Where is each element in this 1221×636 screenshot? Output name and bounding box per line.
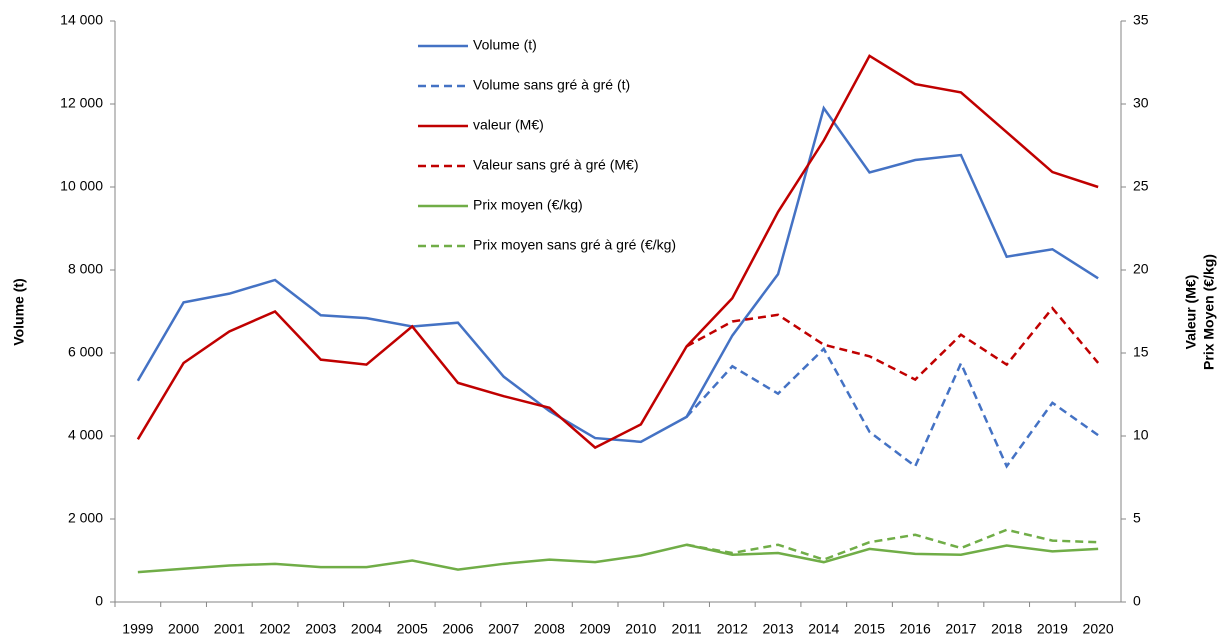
x-tick-label: 1999 [122,621,153,636]
x-tick-label: 2007 [488,621,519,636]
legend-label: Volume sans gré à gré (t) [473,77,630,93]
legend-label: valeur (M€) [473,117,544,133]
x-tick-label: 2008 [534,621,565,636]
legend-label: Prix moyen sans gré à gré (€/kg) [473,237,676,253]
legend-label: Valeur sans gré à gré (M€) [473,157,638,173]
legend-label: Prix moyen (€/kg) [473,197,583,213]
y2-tick-label: 0 [1133,593,1141,609]
x-tick-label: 2020 [1083,621,1114,636]
y-tick-label: 8 000 [68,261,103,277]
x-tick-label: 2010 [625,621,656,636]
x-tick-label: 2006 [442,621,473,636]
x-tick-label: 2018 [991,621,1022,636]
x-tick-label: 2013 [762,621,793,636]
y-tick-label: 0 [95,593,103,609]
x-tick-label: 2002 [259,621,290,636]
y-tick-label: 10 000 [60,178,103,194]
y-tick-label: 4 000 [68,427,103,443]
x-tick-label: 2019 [1037,621,1068,636]
x-tick-label: 2005 [397,621,428,636]
x-tick-label: 2001 [214,621,245,636]
y2-tick-label: 10 [1133,427,1149,443]
series-line [685,346,1099,469]
series-line [137,543,1099,574]
x-tick-label: 2003 [305,621,336,636]
x-tick-label: 2009 [580,621,611,636]
y2-axis-label: Valeur (M€) [1183,275,1199,350]
x-tick-label: 2016 [900,621,931,636]
x-tick-label: 2012 [717,621,748,636]
x-tick-label: 2011 [672,621,702,636]
x-tick-label: 2000 [168,621,199,636]
y2-tick-label: 25 [1133,178,1149,194]
y2-tick-label: 30 [1133,95,1149,111]
y2-tick-label: 35 [1133,12,1149,28]
x-tick-label: 2017 [945,621,976,636]
legend-label: Volume (t) [473,37,537,53]
series-line [686,528,1099,561]
y-axis-label: Volume (t) [11,278,27,345]
y-tick-label: 14 000 [60,12,103,28]
y2-tick-label: 15 [1133,344,1149,360]
x-tick-label: 2004 [351,621,382,636]
y2-axis-label: Prix Moyen (€/kg) [1201,254,1217,370]
y2-tick-label: 5 [1133,510,1141,526]
y-tick-label: 12 000 [60,95,103,111]
series-line [136,105,1099,444]
y2-tick-label: 20 [1133,261,1149,277]
series-line [136,54,1099,450]
y-tick-label: 6 000 [68,344,103,360]
x-tick-label: 2015 [854,621,885,636]
y-tick-label: 2 000 [68,510,103,526]
x-tick-label: 2014 [808,621,839,636]
series-line [685,306,1100,382]
